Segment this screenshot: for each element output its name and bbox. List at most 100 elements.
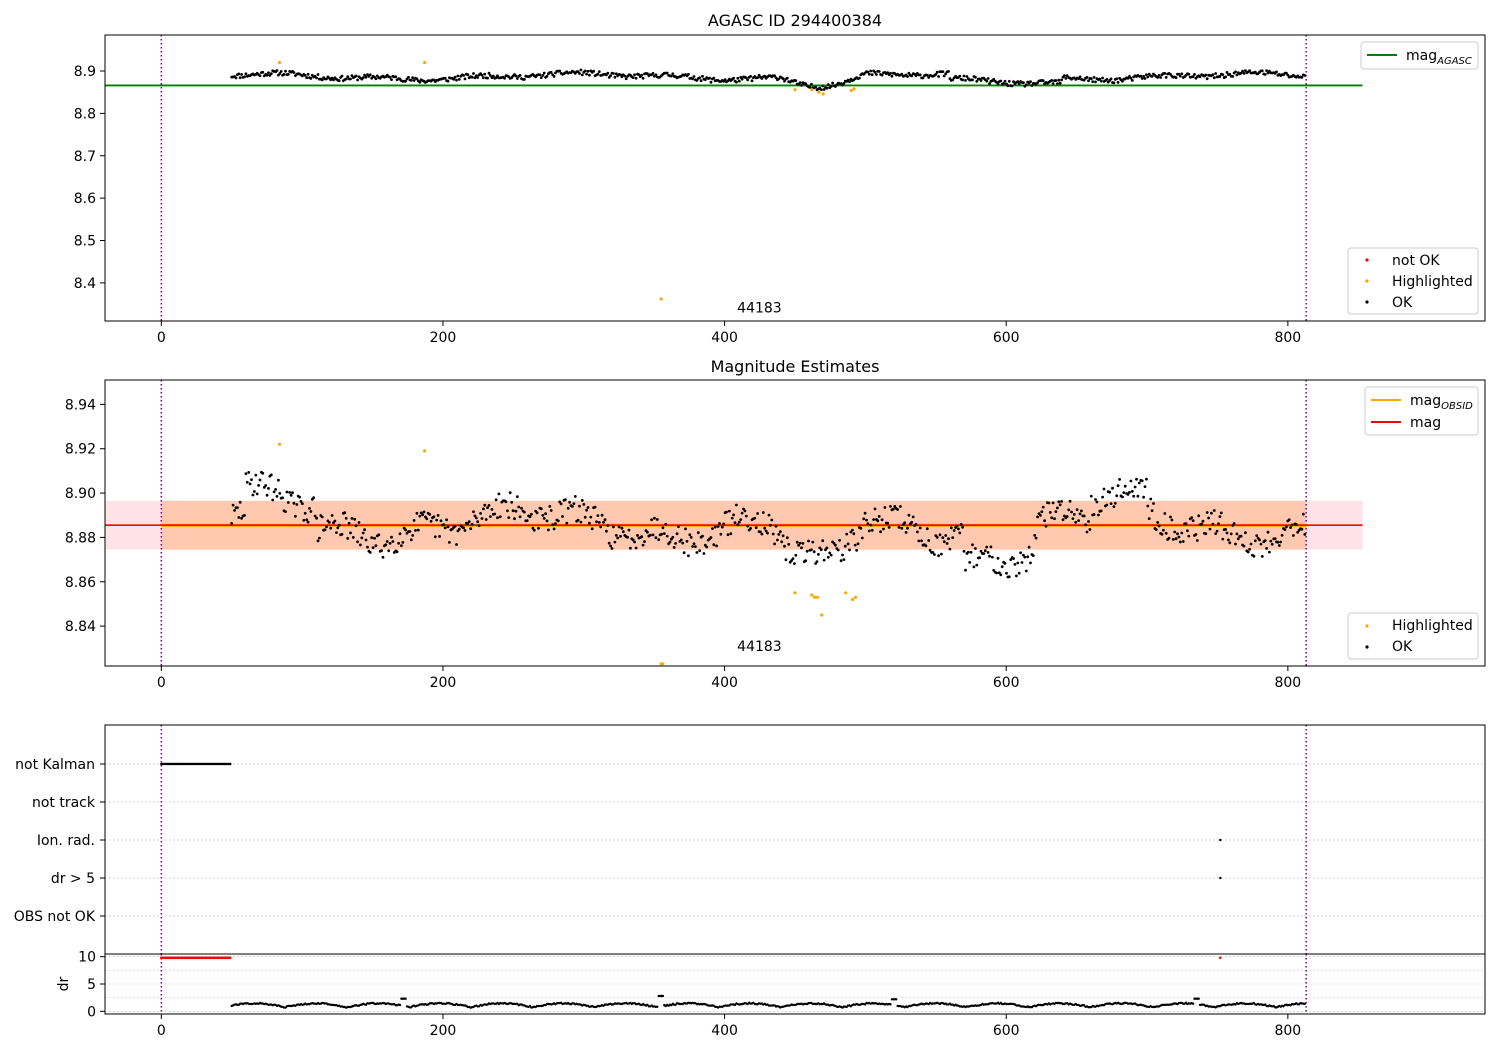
ok-point [1136, 494, 1140, 498]
x-tick-label: 600 [993, 330, 1020, 346]
estimates-panel-title: Magnitude Estimates [711, 357, 880, 376]
estimates-legend-status[interactable]: Highlighted OK [1347, 612, 1479, 660]
ok-point [692, 75, 696, 78]
ok-point [592, 69, 595, 73]
ok-point [538, 73, 542, 77]
ok-point [1128, 490, 1131, 494]
ok-point [267, 71, 270, 75]
ok-point [636, 534, 639, 537]
ok-point [1068, 499, 1072, 503]
ok-point [819, 548, 823, 552]
ok-point [746, 78, 750, 82]
ok-point [770, 518, 774, 522]
ok-point [323, 528, 327, 532]
dr-point [1191, 1002, 1195, 1005]
ok-point [1123, 484, 1127, 488]
ok-point [271, 498, 275, 502]
ok-point [240, 73, 244, 76]
ok-point [619, 73, 622, 77]
ok-point [897, 526, 901, 529]
ok-point [805, 549, 809, 553]
ok-point [651, 72, 655, 75]
highlighted-point [821, 92, 825, 96]
ok-point [1024, 569, 1028, 573]
ok-point [880, 518, 884, 522]
ok-point [254, 473, 258, 477]
dr-y-axis-label: dr [56, 976, 72, 991]
dr-point [646, 1003, 649, 1006]
ok-point [1287, 518, 1291, 522]
ok-point [935, 70, 939, 74]
ok-point [230, 522, 234, 525]
ok-point [544, 512, 547, 516]
ok-point [366, 545, 369, 549]
ok-point [1270, 542, 1274, 546]
ok-point [845, 532, 849, 536]
ok-point [859, 526, 863, 530]
ok-point [1211, 73, 1215, 76]
ok-point [487, 504, 491, 507]
ok-point [1084, 523, 1087, 527]
ok-point [828, 551, 832, 555]
ok-point [1051, 501, 1055, 505]
dr-clipped-point [229, 956, 232, 960]
ok-point [289, 493, 293, 497]
ok-point [1142, 74, 1145, 78]
ok-point [1074, 520, 1078, 524]
ok-point [1160, 532, 1164, 536]
ok-point [518, 515, 522, 519]
ok-point [1034, 536, 1038, 540]
ok-point [1219, 511, 1223, 515]
ok-point [494, 498, 498, 502]
ok-point [476, 520, 480, 524]
ok-point [244, 472, 248, 475]
ok-point [491, 74, 495, 78]
ok-point [869, 523, 873, 527]
ok-point [1098, 77, 1102, 81]
x-tick-label: 200 [430, 675, 457, 691]
ok-point [942, 540, 946, 544]
estimates-legend-lines[interactable]: magOBSID mag [1364, 386, 1479, 436]
agasc-panel-title: AGASC ID 294400384 [708, 11, 882, 30]
ok-point [457, 527, 461, 531]
agasc-legend-line[interactable]: magAGASC [1360, 41, 1479, 70]
ok-point [285, 490, 289, 494]
ok-point [941, 536, 945, 540]
flag-label-not-kalman: not Kalman [15, 757, 95, 773]
ok-point [473, 76, 477, 80]
ok-point [769, 523, 772, 527]
ok-point [435, 518, 439, 522]
ok-point [925, 73, 929, 77]
ok-point [578, 504, 581, 508]
ok-point [374, 77, 378, 81]
ok-point [462, 526, 465, 530]
ok-point [1212, 76, 1216, 80]
ok-point [858, 76, 861, 80]
ok-point [1234, 542, 1237, 546]
ok-point [258, 74, 262, 78]
ok-point [1029, 561, 1032, 565]
ok-point [914, 523, 918, 526]
y-tick-label: 0 [87, 1004, 96, 1020]
ok-point [496, 74, 499, 78]
ok-point [695, 79, 699, 82]
ok-point [798, 81, 802, 84]
ok-point [337, 79, 341, 83]
ok-point [578, 72, 581, 75]
ok-point [1002, 82, 1005, 85]
agasc-legend-status[interactable]: not OK Highlighted OK [1347, 247, 1479, 315]
ok-point [303, 511, 307, 515]
ok-point [1003, 79, 1007, 83]
ok-point [886, 521, 890, 525]
ok-point [851, 528, 854, 532]
ok-point [627, 528, 631, 532]
ok-point [313, 514, 317, 518]
ok-point [1013, 563, 1017, 566]
ok-point [872, 518, 875, 521]
ok-point [1211, 522, 1215, 526]
ok-point [582, 503, 586, 506]
ok-point [899, 505, 902, 508]
ok-point [305, 76, 309, 80]
ok-point [579, 520, 583, 524]
ok-point [1210, 511, 1213, 515]
